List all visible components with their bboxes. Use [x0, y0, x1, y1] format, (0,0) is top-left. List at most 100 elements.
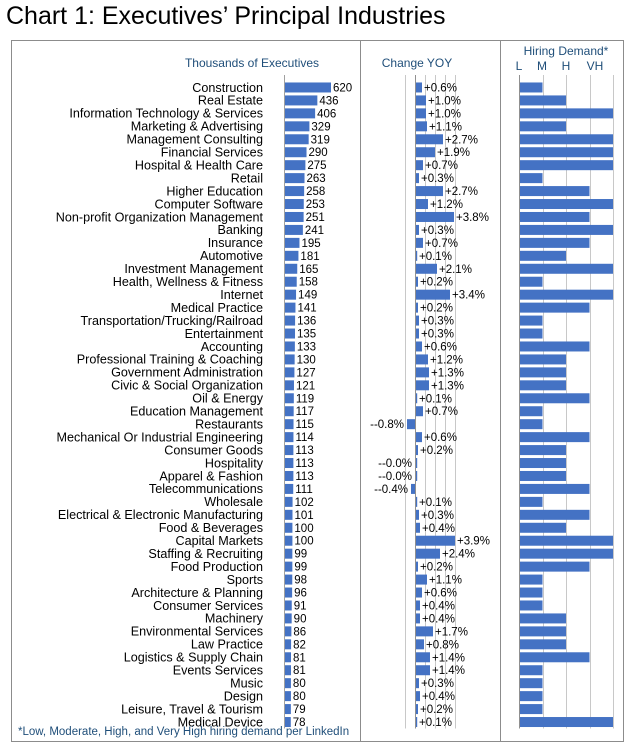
- exec-bar: [285, 108, 316, 119]
- exec-bar: [285, 445, 294, 456]
- demand-bar: [520, 186, 590, 197]
- exec-bar: [285, 315, 296, 326]
- demand-bar: [520, 509, 590, 520]
- exec-bar: [285, 548, 293, 559]
- yoy-bar: [416, 678, 419, 689]
- yoy-value-label: +1.1%: [429, 121, 462, 133]
- yoy-value-label: +0.3%: [421, 329, 454, 341]
- yoy-value-label: +2.4%: [442, 549, 475, 561]
- category-label: Food Production: [171, 560, 263, 574]
- exec-value-label: 121: [296, 380, 315, 392]
- exec-bar: [285, 173, 305, 184]
- exec-value-label: 90: [294, 613, 307, 625]
- category-label: Investment Management: [124, 262, 263, 276]
- demand-bar: [520, 380, 566, 391]
- yoy-value-label: --0.0%: [378, 471, 412, 483]
- yoy-bar: [416, 147, 435, 158]
- yoy-bar: [416, 302, 418, 313]
- yoy-value-label: +0.4%: [422, 691, 455, 703]
- demand-bar: [520, 341, 590, 352]
- demand-bar: [520, 250, 566, 261]
- chart-title: Chart 1: Executives’ Principal Industrie…: [6, 2, 446, 30]
- yoy-bar: [416, 548, 440, 559]
- category-label: Computer Software: [155, 197, 264, 211]
- yoy-bar: [416, 393, 418, 404]
- demand-bar: [520, 613, 566, 624]
- yoy-value-label: +0.4%: [422, 613, 455, 625]
- exec-value-label: 113: [295, 445, 313, 457]
- exec-bar: [285, 302, 296, 313]
- yoy-value-label: +0.7%: [425, 238, 458, 250]
- demand-bar: [520, 458, 566, 469]
- exec-bar: [285, 367, 295, 378]
- exec-bar: [285, 483, 294, 494]
- exec-value-label: 82: [293, 639, 306, 651]
- demand-bar: [520, 224, 613, 235]
- yoy-bar: [416, 354, 428, 365]
- category-label: Internet: [220, 288, 263, 302]
- category-label: Retail: [231, 171, 263, 185]
- exec-bar: [285, 237, 300, 248]
- exec-value-label: 135: [297, 329, 316, 341]
- yoy-bar: [416, 186, 443, 197]
- exec-bar: [285, 224, 303, 235]
- category-label: Automotive: [200, 249, 263, 263]
- exec-bar: [285, 380, 294, 391]
- exec-bar: [285, 600, 292, 611]
- category-label: Hospitality: [205, 456, 264, 470]
- exec-bar: [285, 147, 307, 158]
- demand-bar: [520, 717, 613, 728]
- yoy-value-label: +0.3%: [421, 173, 454, 185]
- yoy-value-label: +2.1%: [439, 264, 472, 276]
- exec-bar: [285, 652, 292, 663]
- exec-bar: [285, 211, 304, 222]
- category-label: Marketing & Advertising: [131, 120, 263, 134]
- exec-value-label: 133: [297, 341, 316, 353]
- exec-value-label: 319: [311, 134, 330, 146]
- yoy-value-label: +1.2%: [430, 354, 463, 366]
- exec-value-label: 127: [296, 367, 315, 379]
- exec-bar: [285, 509, 293, 520]
- exec-value-label: 91: [294, 600, 307, 612]
- category-label: Medical Practice: [171, 301, 263, 315]
- yoy-bar: [416, 522, 420, 533]
- yoy-bar: [416, 458, 418, 469]
- grid-layer: [284, 75, 614, 729]
- exec-value-label: 263: [307, 173, 326, 185]
- exec-bar: [285, 121, 310, 132]
- exec-bar: [285, 160, 306, 171]
- category-label: Banking: [217, 223, 263, 237]
- exec-value-label: 117: [296, 406, 314, 418]
- yoy-value-label: +1.9%: [437, 147, 470, 159]
- demand-bar: [520, 639, 566, 650]
- yoy-value-label: +3.9%: [457, 536, 490, 548]
- yoy-value-label: +0.7%: [425, 406, 458, 418]
- demand-bar: [520, 328, 543, 339]
- exec-bar: [285, 639, 292, 650]
- demand-bar: [520, 548, 613, 559]
- yoy-bar: [416, 315, 419, 326]
- yoy-bar: [416, 328, 419, 339]
- exec-value-label: 80: [293, 691, 306, 703]
- yoy-value-label: +1.4%: [432, 652, 465, 664]
- demand-bar: [520, 406, 543, 417]
- exec-bar: [285, 419, 294, 430]
- demand-bar: [520, 211, 590, 222]
- yoy-value-label: +1.7%: [435, 626, 468, 638]
- yoy-value-label: +1.2%: [430, 199, 463, 211]
- yoy-value-label: +0.4%: [422, 600, 455, 612]
- exec-value-label: 251: [306, 212, 325, 224]
- category-label: Restaurants: [195, 417, 263, 431]
- exec-bar: [285, 134, 309, 145]
- exec-bar: [285, 704, 291, 715]
- category-label: Education Management: [130, 405, 264, 419]
- demand-bar: [520, 393, 590, 404]
- exec-value-label: 275: [307, 160, 326, 172]
- exec-bar: [285, 574, 293, 585]
- yoy-bar: [416, 561, 418, 572]
- exec-value-label: 141: [297, 303, 316, 315]
- category-label: Law Practice: [191, 638, 263, 652]
- category-label: Wholesale: [204, 495, 263, 509]
- yoy-bar: [416, 496, 418, 507]
